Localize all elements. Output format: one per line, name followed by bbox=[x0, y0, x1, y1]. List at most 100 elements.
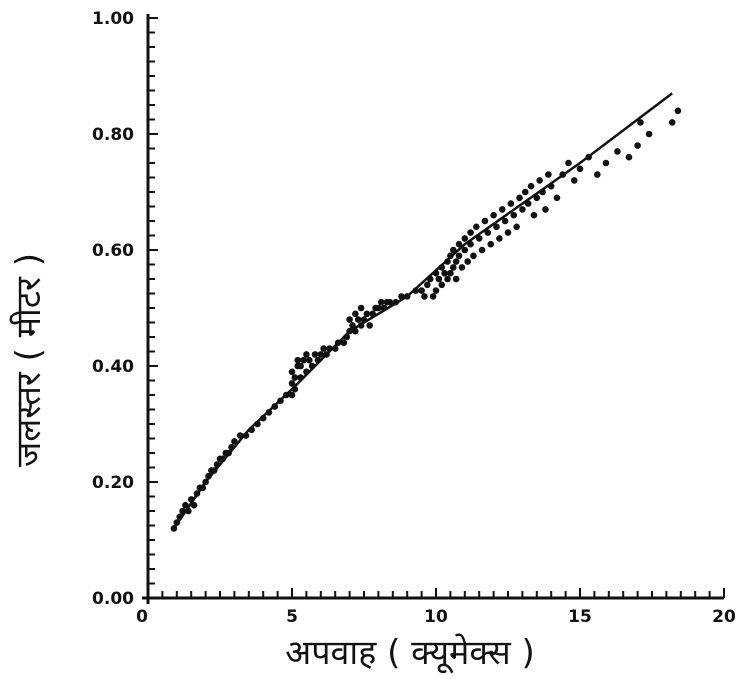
data-point bbox=[424, 281, 431, 289]
data-point bbox=[369, 310, 376, 318]
y-tick-label: 0.60 bbox=[92, 241, 134, 261]
data-point bbox=[470, 252, 477, 260]
data-point bbox=[668, 119, 676, 126]
x-tick-label: 0 bbox=[136, 607, 148, 627]
data-point bbox=[377, 298, 385, 306]
data-point bbox=[323, 351, 330, 358]
data-point bbox=[343, 333, 351, 341]
data-point bbox=[170, 525, 178, 532]
data-point bbox=[438, 281, 446, 289]
data-point bbox=[614, 148, 621, 155]
data-point bbox=[193, 490, 201, 497]
data-point bbox=[352, 310, 359, 318]
data-point bbox=[602, 159, 610, 167]
data-point bbox=[314, 356, 322, 364]
data-point bbox=[340, 339, 348, 347]
data-point bbox=[311, 351, 319, 358]
data-point bbox=[265, 409, 273, 416]
data-point bbox=[452, 275, 460, 283]
data-point bbox=[354, 316, 362, 323]
data-point bbox=[545, 171, 552, 178]
fit-line bbox=[172, 92, 673, 530]
data-point bbox=[432, 269, 440, 277]
data-point bbox=[490, 211, 497, 219]
x-tick-label: 20 bbox=[712, 607, 736, 627]
data-point bbox=[317, 351, 325, 358]
data-point bbox=[521, 188, 529, 196]
data-point bbox=[398, 293, 405, 300]
data-point bbox=[475, 235, 483, 242]
data-point bbox=[585, 153, 592, 161]
data-point bbox=[516, 194, 523, 202]
data-point bbox=[303, 351, 310, 358]
data-point bbox=[282, 391, 290, 399]
data-point bbox=[455, 252, 463, 260]
data-point bbox=[559, 171, 567, 178]
data-point bbox=[507, 200, 515, 207]
data-point bbox=[478, 246, 486, 254]
data-point bbox=[386, 298, 394, 306]
data-point bbox=[542, 206, 549, 213]
data-point bbox=[458, 264, 466, 271]
data-point bbox=[331, 345, 339, 352]
data-point bbox=[510, 211, 518, 219]
data-point bbox=[501, 217, 509, 225]
data-point bbox=[524, 200, 532, 207]
data-point bbox=[248, 426, 255, 434]
data-point bbox=[363, 310, 371, 318]
data-point bbox=[202, 478, 209, 486]
data-point bbox=[179, 507, 186, 515]
data-point bbox=[461, 246, 469, 254]
data-point bbox=[219, 455, 227, 463]
data-point bbox=[447, 269, 454, 277]
data-point bbox=[467, 240, 474, 248]
data-point bbox=[444, 258, 451, 265]
data-point bbox=[254, 420, 261, 428]
plot-area: 0 5 10 15 20 0.00 0.20 0.40 0.60 0.80 1.00 bbox=[92, 9, 736, 627]
data-point bbox=[297, 362, 304, 370]
data-point bbox=[392, 298, 399, 306]
x-tick-label: 15 bbox=[568, 607, 592, 627]
data-point bbox=[297, 374, 304, 381]
data-point bbox=[438, 264, 446, 271]
data-point bbox=[303, 368, 310, 376]
data-point bbox=[185, 507, 192, 515]
data-point bbox=[484, 229, 492, 236]
data-point bbox=[444, 275, 451, 283]
data-point bbox=[176, 513, 183, 521]
data-point bbox=[513, 223, 520, 231]
data-point bbox=[228, 443, 235, 451]
y-tick-label: 0.20 bbox=[92, 473, 134, 493]
data-point bbox=[487, 240, 495, 248]
data-point bbox=[360, 316, 368, 323]
data-point bbox=[346, 316, 353, 323]
data-point bbox=[300, 356, 307, 364]
data-point bbox=[346, 327, 353, 335]
x-axis-title: अपवाह ( क्यूमेक्स ) bbox=[285, 633, 535, 674]
data-point bbox=[464, 258, 471, 265]
data-point bbox=[449, 246, 457, 254]
data-point bbox=[308, 362, 316, 370]
data-point bbox=[435, 275, 443, 283]
data-point bbox=[593, 171, 601, 178]
y-axis-title: जलस्तर ( मीटर ) bbox=[9, 253, 49, 467]
data-point bbox=[637, 119, 644, 126]
data-point bbox=[493, 223, 500, 231]
data-point bbox=[352, 327, 359, 335]
data-point bbox=[421, 293, 428, 300]
data-point bbox=[349, 322, 356, 329]
data-point bbox=[473, 223, 480, 231]
data-point bbox=[570, 177, 578, 184]
data-point bbox=[305, 356, 313, 364]
data-point bbox=[426, 275, 434, 283]
data-point bbox=[288, 391, 296, 399]
data-point bbox=[210, 467, 218, 474]
data-point bbox=[357, 322, 365, 329]
data-point bbox=[291, 374, 299, 381]
data-point bbox=[674, 107, 682, 115]
data-point bbox=[375, 304, 382, 312]
data-point bbox=[432, 287, 440, 294]
data-point bbox=[213, 461, 221, 468]
data-point bbox=[565, 159, 572, 167]
